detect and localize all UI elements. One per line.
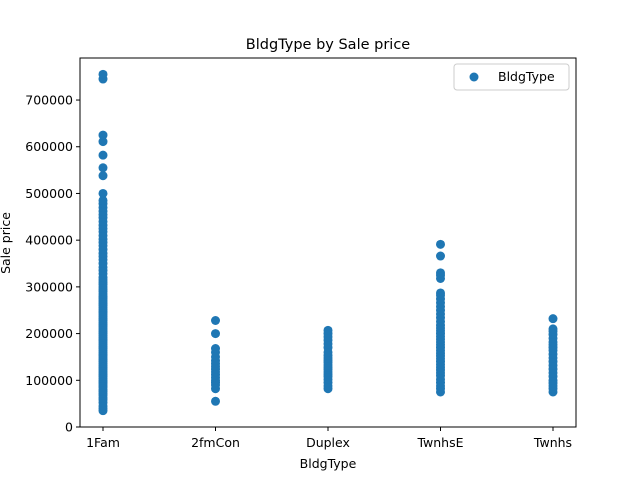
data-point — [98, 195, 108, 205]
x-axis-label: BldgType — [300, 456, 357, 471]
x-tick-label: TwnhsE — [416, 435, 463, 450]
y-tick-label: 600000 — [25, 139, 73, 154]
legend-marker — [469, 72, 479, 82]
x-axis-ticks: 1Fam 2fmCon Duplex TwnhsE Twnhs — [86, 427, 572, 450]
data-point — [211, 316, 220, 326]
data-point — [548, 324, 558, 334]
data-point — [211, 344, 220, 354]
y-tick-label: 200000 — [25, 326, 73, 341]
data-points — [98, 69, 558, 416]
y-axis-ticks: 0 100000 200000 300000 400000 500000 600000 700… — [25, 93, 80, 435]
data-point — [436, 268, 445, 278]
x-tick-label: Duplex — [306, 435, 350, 450]
data-point — [436, 288, 445, 298]
y-tick-label: 100000 — [25, 373, 73, 388]
y-tick-label: 500000 — [25, 186, 73, 201]
data-point — [211, 396, 220, 406]
data-point — [323, 325, 333, 335]
y-axis-label: Sale price — [0, 212, 13, 274]
legend-label: BldgType — [498, 69, 555, 84]
data-point — [98, 188, 108, 198]
data-point — [98, 171, 108, 181]
y-tick-label: 300000 — [25, 279, 73, 294]
data-point — [98, 130, 108, 140]
y-tick-label: 700000 — [25, 93, 73, 108]
data-point — [98, 137, 108, 147]
data-point — [436, 251, 445, 261]
x-tick-label: 1Fam — [86, 435, 120, 450]
data-point — [98, 150, 108, 160]
x-tick-label: Twnhs — [533, 435, 572, 450]
data-point — [98, 163, 108, 173]
x-tick-label: 2fmCon — [191, 435, 240, 450]
y-tick-label: 0 — [65, 420, 73, 435]
data-point — [211, 329, 220, 339]
y-tick-label: 400000 — [25, 233, 73, 248]
data-point — [98, 69, 108, 79]
legend: BldgType — [453, 63, 570, 91]
legend-box — [453, 63, 570, 91]
data-point — [436, 239, 445, 249]
chart-title: BldgType by Sale price — [246, 37, 411, 53]
data-point — [548, 314, 558, 324]
